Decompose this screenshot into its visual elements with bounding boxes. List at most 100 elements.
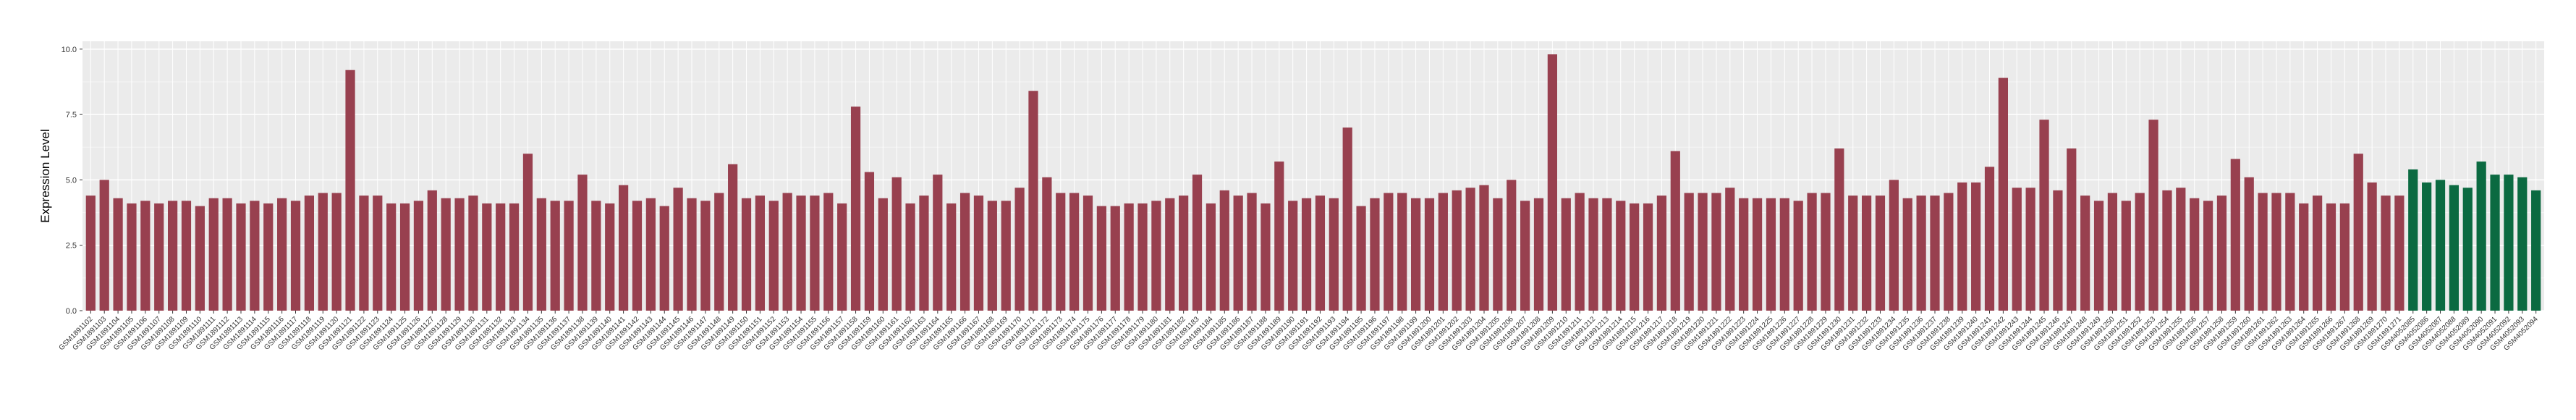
bar (2190, 198, 2200, 311)
bar (1902, 198, 1912, 311)
bar (1315, 196, 1326, 311)
bar (605, 203, 615, 311)
bar (2531, 190, 2541, 311)
bar (536, 198, 546, 311)
bar (905, 203, 915, 311)
bar (1342, 127, 1352, 311)
bar (645, 198, 656, 311)
bar (619, 185, 629, 311)
bar (2230, 159, 2240, 311)
bar (768, 201, 779, 311)
y-axis-title: Expression Level (38, 129, 52, 222)
bar (2313, 196, 2323, 311)
bar (277, 198, 287, 311)
bar (509, 203, 520, 311)
bar (959, 193, 970, 311)
bar (2080, 196, 2090, 311)
bar (2462, 188, 2473, 311)
bar (250, 201, 260, 311)
bar (864, 172, 875, 311)
bar (1288, 201, 1298, 311)
bar (2326, 203, 2336, 311)
bar (987, 201, 997, 311)
bar (1533, 198, 1544, 311)
bar (1588, 198, 1598, 311)
bar (195, 206, 205, 311)
bar (687, 198, 697, 311)
bar (782, 193, 792, 311)
bar (263, 203, 274, 311)
y-tick-label: 10.0 (62, 46, 77, 54)
bar (919, 196, 929, 311)
bar (1397, 193, 1407, 311)
bar (837, 203, 847, 311)
bar (564, 201, 574, 311)
bar (1984, 167, 1995, 311)
bar (1670, 151, 1680, 311)
bar (140, 201, 151, 311)
bar (331, 193, 342, 311)
bar (1821, 193, 1831, 311)
bar (1793, 201, 1803, 311)
bar (2490, 175, 2500, 311)
bar (1547, 54, 1557, 311)
y-tick-label: 5.0 (66, 176, 77, 185)
bar (2121, 201, 2131, 311)
bar (1014, 188, 1025, 311)
bar (2203, 201, 2213, 311)
bar (2258, 193, 2268, 311)
bar (468, 196, 478, 311)
bar (304, 196, 314, 311)
bar (1082, 196, 1093, 311)
bar (2135, 193, 2145, 311)
bar (208, 198, 219, 311)
bar (181, 201, 192, 311)
bar (1779, 198, 1789, 311)
bar (1998, 77, 2008, 311)
bar (891, 177, 902, 311)
bar (1329, 198, 1339, 311)
bar (127, 203, 137, 311)
bar (345, 70, 355, 311)
bar (1042, 177, 1052, 311)
bar (810, 196, 820, 311)
bar (1452, 190, 1462, 311)
bar (1739, 198, 1749, 311)
bar (1656, 196, 1667, 311)
bar (1643, 203, 1653, 311)
bar (714, 193, 724, 311)
bar (2025, 188, 2035, 311)
bar (659, 206, 669, 311)
bar (2093, 201, 2104, 311)
bar (1069, 193, 1080, 311)
bar (2381, 196, 2391, 311)
bar (290, 201, 301, 311)
bar (427, 190, 437, 311)
bar (522, 154, 533, 311)
bar (1001, 201, 1011, 311)
bar (673, 188, 683, 311)
bar (1206, 203, 1216, 311)
bar (318, 193, 328, 311)
bar (878, 198, 888, 311)
bar (1247, 193, 1257, 311)
bar (413, 201, 424, 311)
bar (2176, 188, 2186, 311)
bar (1028, 91, 1038, 311)
bar (1424, 198, 1435, 311)
bar (359, 196, 369, 311)
bar (823, 193, 834, 311)
bar (755, 196, 766, 311)
bar (2435, 180, 2446, 311)
bar (2422, 182, 2432, 311)
bar (1861, 196, 1872, 311)
bar (1766, 198, 1776, 311)
bar (1575, 193, 1585, 311)
bar (2367, 182, 2377, 311)
bar (1630, 203, 1640, 311)
bar (2285, 193, 2295, 311)
bar (1465, 188, 1475, 311)
bar (632, 201, 643, 311)
bar (2244, 177, 2254, 311)
